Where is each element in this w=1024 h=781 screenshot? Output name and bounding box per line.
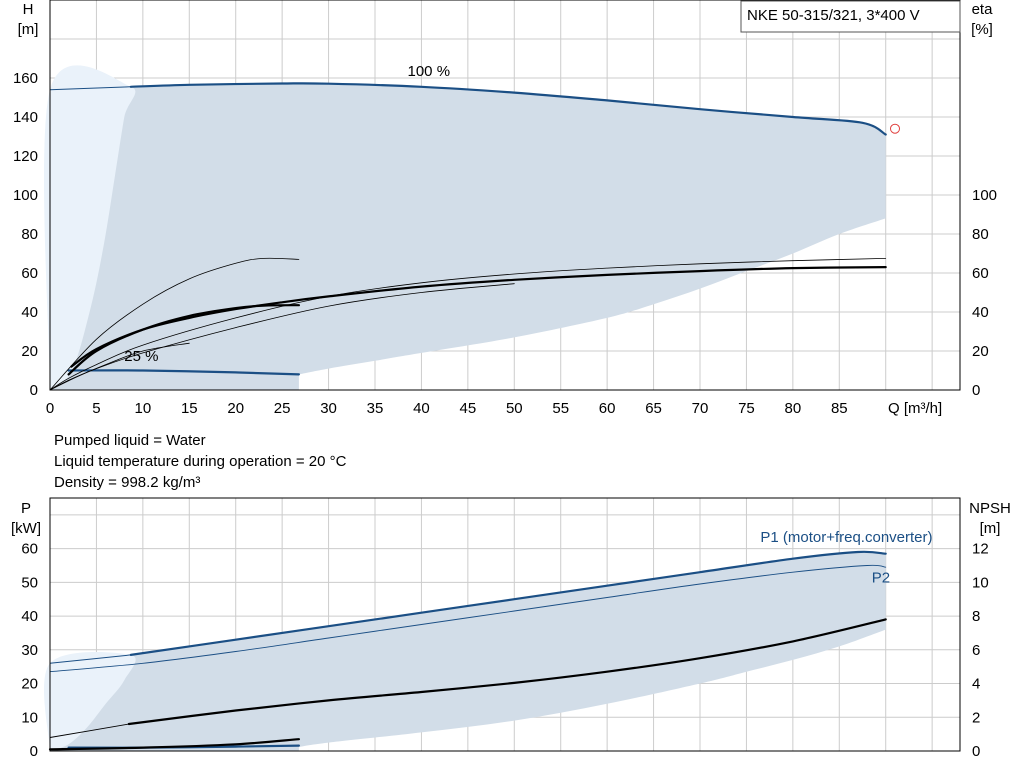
power-y-unit: [kW] — [11, 520, 41, 537]
qh-y2-label: eta — [972, 1, 994, 18]
curve-eta_min_thin — [49, 257, 300, 391]
curve-p1 — [129, 550, 887, 656]
x-tick-label: 20 — [227, 400, 244, 417]
curve-eta_min_thin_low — [49, 342, 190, 391]
y-tick-label: 0 — [30, 382, 38, 399]
curve-p2 — [49, 564, 887, 673]
qh-plot-frame — [49, 0, 961, 391]
operating-area — [50, 551, 886, 751]
y-tick-label: 100 — [13, 187, 38, 204]
power-y2-label: NPSH — [969, 500, 1011, 517]
y2-tick-label: 60 — [972, 265, 989, 282]
power-operating-area — [44, 551, 886, 751]
power-plot-frame — [49, 497, 961, 752]
x-tick-label: 0 — [46, 400, 54, 417]
qh-tick-labels: 0 5 10 15 20 25 30 35 40 45 50 55 60 65 70 75 80 85 0 20 40 6… — [13, 70, 997, 417]
y-tick-label: 160 — [13, 70, 38, 87]
y-tick-label: 120 — [13, 148, 38, 165]
qh-y-label: H — [23, 1, 34, 18]
qh-y-unit: [m] — [18, 21, 39, 38]
liquid-temperature-text: Liquid temperature during operation = 20… — [54, 453, 347, 470]
y2-tick-label: 2 — [972, 709, 980, 726]
curve-eta_min — [67, 304, 300, 376]
x-tick-label: 80 — [785, 400, 802, 417]
qh-y2-unit: [%] — [971, 21, 993, 38]
curve-npsh_min — [48, 738, 300, 751]
x-tick-label: 25 — [274, 400, 291, 417]
curve-label: 25 % — [124, 348, 158, 365]
x-tick-label: 85 — [831, 400, 848, 417]
curve-npsh_max_ext — [49, 723, 130, 738]
power-chart: P1 (motor+freq.converter)P2 010203040506… — [11, 497, 1011, 760]
y-tick-label: 60 — [21, 541, 38, 558]
curve-h_max_ext — [49, 86, 132, 91]
y-tick-label: 140 — [13, 109, 38, 126]
title-box — [740, 0, 961, 33]
x-tick-label: 50 — [506, 400, 523, 417]
qh-chart: 100 % 25 % 0 5 10 15 20 25 30 35 40 45 50 55 60 65 70 75… — [13, 0, 997, 417]
curve-label: 100 % — [408, 63, 451, 80]
power-tick-labels: 0 10 20 30 40 50 60 0 2 4 6 8 10 12 — [21, 541, 988, 760]
x-tick-label: 70 — [692, 400, 709, 417]
extended-area — [44, 65, 136, 391]
y2-tick-label: 4 — [972, 676, 980, 693]
curve-npsh_max — [127, 618, 887, 726]
y-tick-label: 10 — [21, 709, 38, 726]
curve-h_min — [67, 369, 300, 376]
qh-operating-area — [44, 65, 886, 391]
x-tick-label: 30 — [320, 400, 337, 417]
curve-label: P2 — [872, 569, 890, 586]
x-tick-label: 75 — [738, 400, 755, 417]
y2-tick-label: 100 — [972, 187, 997, 204]
y2-tick-label: 10 — [972, 574, 989, 591]
x-tick-label: 60 — [599, 400, 616, 417]
y-tick-label: 80 — [21, 226, 38, 243]
x-tick-label: 40 — [413, 400, 430, 417]
curve-h_max — [129, 82, 887, 136]
x-tick-label: 15 — [181, 400, 198, 417]
x-tick-label: 45 — [460, 400, 477, 417]
y-tick-label: 40 — [21, 608, 38, 625]
pump-title: NKE 50-315/321, 3*400 V — [747, 7, 920, 24]
x-tick-label: 35 — [367, 400, 384, 417]
power-y2-unit: [m] — [980, 520, 1001, 537]
x-tick-label: 65 — [645, 400, 662, 417]
density-text: Density = 998.2 kg/m³ — [54, 474, 201, 491]
x-tick-label: 10 — [135, 400, 152, 417]
y-tick-label: 0 — [30, 743, 38, 760]
y2-tick-label: 0 — [972, 382, 980, 399]
y-tick-label: 20 — [21, 676, 38, 693]
operating-area — [50, 83, 886, 391]
curve-p1_ext — [49, 654, 132, 664]
x-tick-label: 5 — [92, 400, 100, 417]
power-y-label: P — [21, 500, 31, 517]
power-curves: P1 (motor+freq.converter) P2 — [48, 529, 933, 751]
y2-tick-label: 40 — [972, 304, 989, 321]
y2-tick-label: 6 — [972, 642, 980, 659]
curve-eta_max_thin — [49, 258, 887, 391]
y2-tick-label: 8 — [972, 608, 980, 625]
y2-tick-label: 20 — [972, 343, 989, 360]
curve-label: P1 (motor+freq.converter) — [760, 529, 932, 546]
qh-curves: 100 % 25 % — [49, 63, 900, 391]
fluid-info: Pumped liquid = Water Liquid temperature… — [54, 430, 346, 493]
qh-x-label: Q [m³/h] — [888, 400, 942, 417]
y2-tick-label: 80 — [972, 226, 989, 243]
y2-tick-label: 0 — [972, 743, 980, 760]
pumped-liquid-text: Pumped liquid = Water — [54, 432, 206, 449]
duty-point-marker — [890, 123, 900, 134]
y-tick-label: 20 — [21, 343, 38, 360]
y-tick-label: 30 — [21, 642, 38, 659]
extended-area — [44, 651, 136, 751]
y-tick-label: 50 — [21, 574, 38, 591]
y-tick-label: 60 — [21, 265, 38, 282]
x-tick-label: 55 — [552, 400, 569, 417]
y-tick-label: 40 — [21, 304, 38, 321]
y2-tick-label: 12 — [972, 541, 989, 558]
